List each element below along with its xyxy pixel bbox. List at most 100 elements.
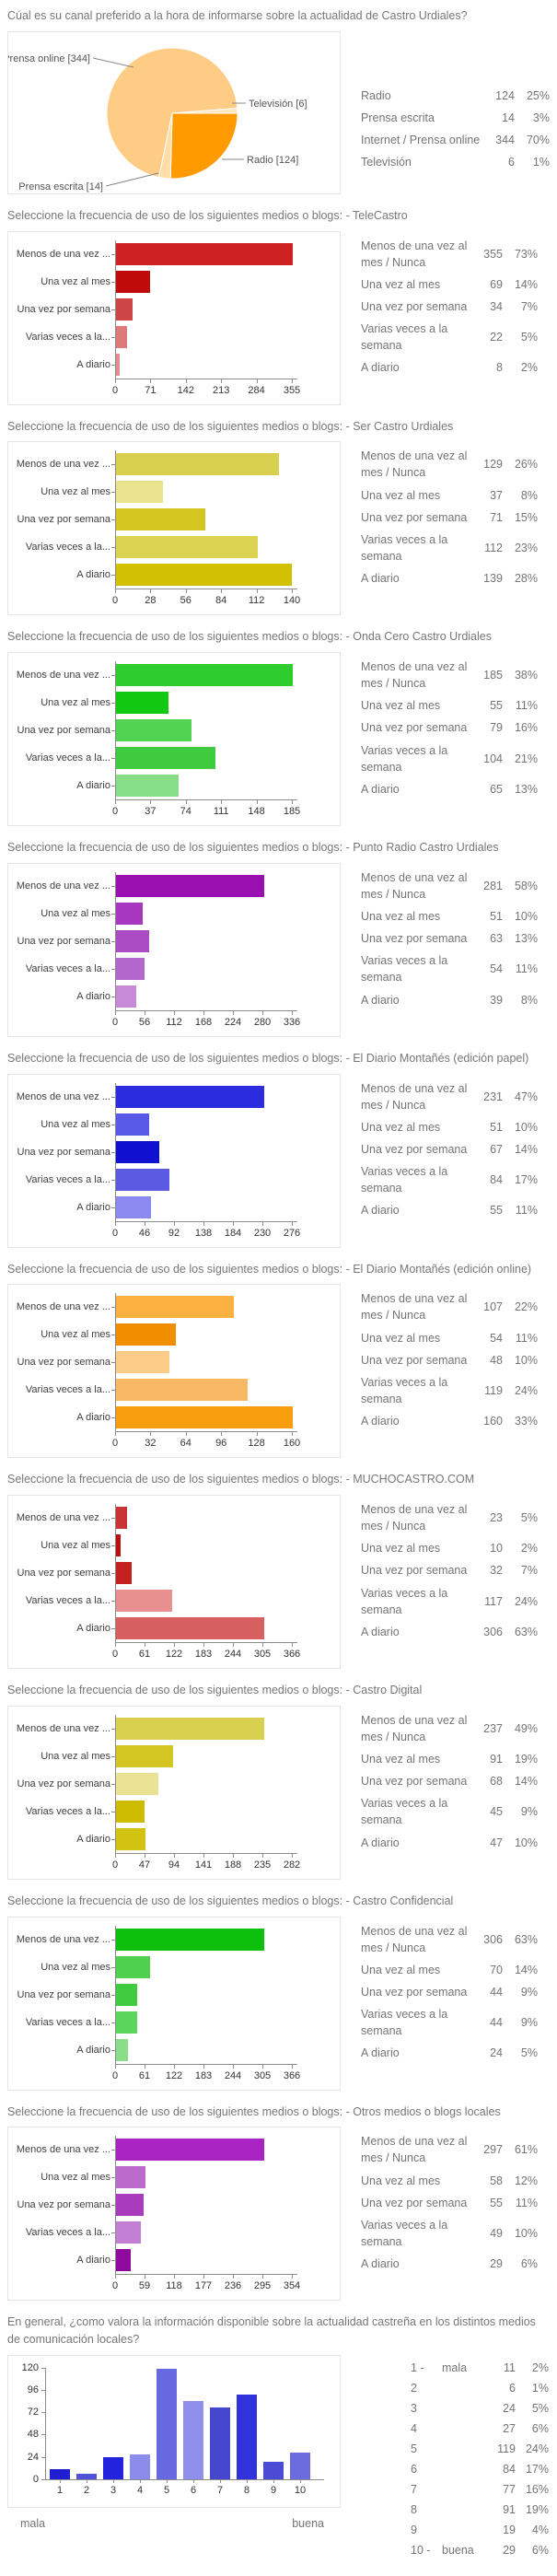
axis-tick <box>292 2064 293 2069</box>
x-axis: 0 71 142 213 284 355 <box>112 378 301 402</box>
row-percent: 23% <box>514 541 538 554</box>
bar-row: Menos de una vez ... <box>14 661 334 689</box>
table-row: Una vez por semana 34 7% <box>361 296 538 318</box>
row-label: Una vez por semana <box>361 1564 468 1578</box>
bar-track <box>111 1193 298 1221</box>
row-percent: 5% <box>520 2046 538 2060</box>
bar <box>116 874 264 897</box>
row-value: 160 <box>483 1415 503 1428</box>
category-tick <box>111 1518 116 1519</box>
bar-row: Una vez por semana <box>14 717 334 744</box>
row-percent: 61% <box>514 2143 538 2157</box>
axis-tick-label: 355 <box>283 384 301 396</box>
row-label: Varias veces a la semana <box>361 2218 448 2248</box>
axis-tick <box>115 379 116 383</box>
axis-tick-label: 213 <box>213 384 230 396</box>
axis-tick-label: 122 <box>165 1649 183 1660</box>
row-label: 1 - <box>411 2361 424 2375</box>
bar-track <box>111 350 298 379</box>
bar-row: A diario <box>14 1614 334 1642</box>
summary-table: Menos de una vez al mes / Nunca 237 49% Una… <box>361 1709 538 1854</box>
axis-tick-label: 224 <box>224 1016 242 1028</box>
category-tick <box>111 1601 116 1602</box>
summary-table: Menos de una vez al mes / Nunca 297 61% Una… <box>361 2130 538 2275</box>
axis-tick-label: 0 <box>111 2069 119 2081</box>
row-percent: 10% <box>514 1836 538 1849</box>
row-label: Televisión <box>361 156 412 169</box>
axis-tick-label: 56 <box>180 595 191 607</box>
bar-category-label: A diario <box>76 780 110 791</box>
bar-row: A diario <box>14 772 334 799</box>
axis-tick-label: 336 <box>283 1016 301 1028</box>
bar-track <box>111 772 298 799</box>
row-value: 63 <box>490 932 503 946</box>
bar-category-label: Una vez al mes <box>41 1118 110 1130</box>
bar-row: A diario <box>14 1404 334 1432</box>
bar-track <box>111 954 298 983</box>
axis-tick-label: 56 <box>138 1016 151 1028</box>
row-percent: 17% <box>514 1173 538 1187</box>
table-row: Menos de una vez al mes / Nunca 129 26% <box>361 445 538 484</box>
bar-category-label: Una vez al mes <box>41 275 110 287</box>
bar <box>116 957 145 980</box>
table-row: Una vez por semana 32 7% <box>361 1559 538 1581</box>
axis-tick <box>203 1643 204 1647</box>
bar-track <box>111 1082 298 1111</box>
pie-slice-0 <box>169 112 238 180</box>
axis-tick-label: 280 <box>253 1016 272 1028</box>
bar <box>116 1617 264 1639</box>
row-label: Varias veces a la semana <box>361 743 448 774</box>
bar-category-label: Una vez por semana <box>17 725 111 736</box>
row-percent: 6% <box>531 2544 549 2558</box>
row-percent: 1% <box>531 2382 549 2395</box>
bar-track <box>111 1404 298 1432</box>
bar-category-label: Varias veces a la... <box>25 1805 110 1817</box>
row-label: Varias veces a la semana <box>361 2008 448 2038</box>
axis-tick <box>262 1010 263 1015</box>
table-row: Varias veces a la semana 104 21% <box>361 740 538 778</box>
x-axis-tick-label: 8 <box>243 2484 250 2496</box>
chart-row: Radio [124] Prensa escrita [14] Prensa onl… <box>7 30 550 194</box>
bar <box>116 2038 128 2061</box>
row-percent: 9% <box>520 1805 538 1819</box>
category-tick <box>111 1307 116 1309</box>
bar <box>116 2166 145 2189</box>
category-tick <box>111 2205 116 2207</box>
bar <box>116 536 258 559</box>
bar <box>116 1928 264 1951</box>
bar <box>116 1534 122 1556</box>
row-percent: 22% <box>514 1300 538 1314</box>
row-percent: 6% <box>520 2257 538 2271</box>
row-sublabel <box>442 2462 492 2477</box>
row-label: Una vez al mes <box>361 699 441 713</box>
x-axis: 0 56 112 168 224 280 336 <box>112 1009 301 1033</box>
axis-tick <box>115 1010 116 1015</box>
table-row: Varias veces a la semana 117 24% <box>361 1582 538 1621</box>
row-percent: 33% <box>514 1415 538 1428</box>
row-percent: 2% <box>520 1542 538 1556</box>
y-axis-tick-label: 120 <box>21 2361 39 2373</box>
bar-category-label: A diario <box>76 1623 110 1634</box>
row-value: 6 <box>509 2382 516 2395</box>
table-row: Una vez por semana 68 14% <box>361 1770 538 1792</box>
row-label: Una vez por semana <box>361 1775 468 1789</box>
chart-row: Menos de una vez ... Una vez al mes Una ve… <box>7 862 550 1037</box>
table-row: Una vez al mes 55 11% <box>361 694 538 717</box>
axis-tick-label: 230 <box>253 1227 272 1239</box>
bar-row: Una vez por semana <box>14 1348 334 1377</box>
bar-track <box>111 661 298 689</box>
axis-tick <box>174 1853 175 1858</box>
category-tick <box>111 1206 116 1208</box>
row-percent: 24% <box>514 1383 538 1397</box>
bar <box>116 1955 150 1978</box>
bar-row: Una vez por semana <box>14 1980 334 2009</box>
row-value: 185 <box>483 669 503 682</box>
row-percent: 14% <box>514 1963 538 1976</box>
row-label: Una vez al mes <box>361 1120 441 1134</box>
row-value: 45 <box>490 1805 503 1819</box>
row-value: 107 <box>483 1300 503 1314</box>
category-tick <box>111 1994 116 1996</box>
question-title: Seleccione la frecuencia de uso de los s… <box>7 1262 532 1276</box>
bar-row: A diario <box>14 350 334 379</box>
bar-track <box>111 1110 298 1138</box>
